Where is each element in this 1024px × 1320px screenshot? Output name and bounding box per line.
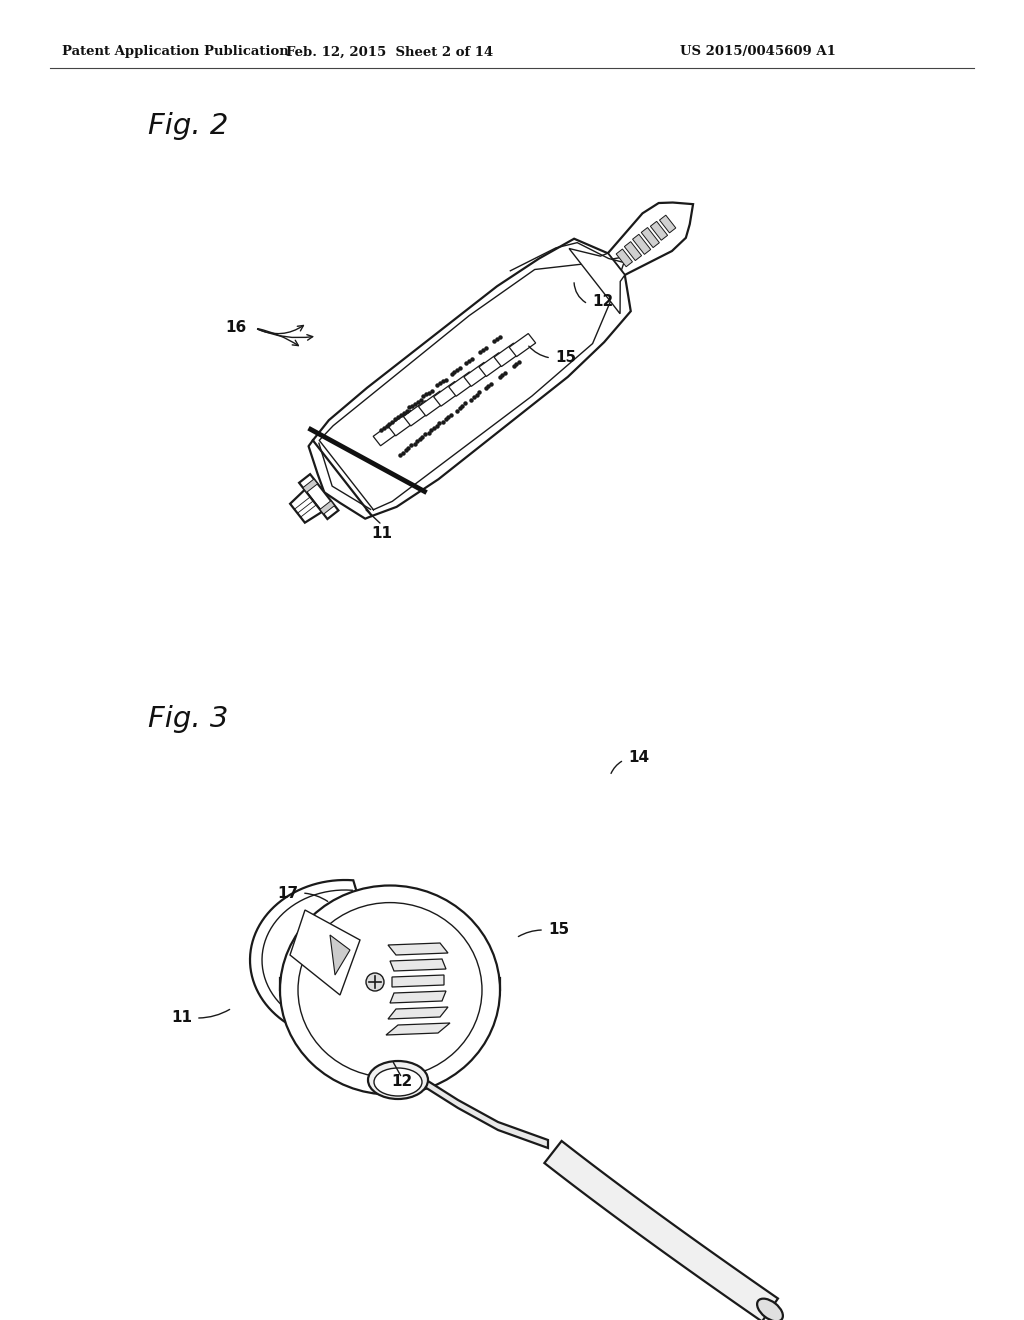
- Text: 11: 11: [372, 525, 392, 540]
- Circle shape: [366, 973, 384, 991]
- Polygon shape: [545, 1140, 778, 1320]
- Polygon shape: [420, 1076, 548, 1148]
- Polygon shape: [641, 227, 659, 248]
- Polygon shape: [633, 234, 650, 255]
- Text: Fig. 3: Fig. 3: [148, 705, 228, 733]
- Text: 16: 16: [225, 321, 247, 335]
- Text: 15: 15: [555, 351, 577, 366]
- Ellipse shape: [757, 1299, 783, 1320]
- Polygon shape: [479, 352, 506, 376]
- Polygon shape: [250, 880, 375, 1040]
- Polygon shape: [299, 474, 339, 519]
- Ellipse shape: [280, 886, 500, 1094]
- Polygon shape: [388, 1007, 449, 1019]
- Polygon shape: [303, 479, 317, 492]
- Polygon shape: [403, 401, 433, 426]
- Polygon shape: [319, 500, 335, 515]
- Ellipse shape: [374, 1068, 422, 1096]
- Text: 17: 17: [276, 886, 298, 900]
- Polygon shape: [330, 935, 350, 975]
- Polygon shape: [386, 1023, 450, 1035]
- Polygon shape: [390, 960, 446, 972]
- Polygon shape: [569, 248, 625, 314]
- Polygon shape: [608, 202, 693, 275]
- Polygon shape: [650, 222, 668, 240]
- Polygon shape: [433, 381, 462, 407]
- Text: Fig. 2: Fig. 2: [148, 112, 228, 140]
- Polygon shape: [390, 991, 446, 1003]
- Polygon shape: [388, 411, 418, 436]
- Text: US 2015/0045609 A1: US 2015/0045609 A1: [680, 45, 836, 58]
- Polygon shape: [449, 372, 477, 396]
- Text: Patent Application Publication: Patent Application Publication: [62, 45, 289, 58]
- Text: 11: 11: [171, 1011, 193, 1026]
- Polygon shape: [419, 391, 447, 416]
- Ellipse shape: [368, 1061, 428, 1100]
- Ellipse shape: [298, 903, 482, 1077]
- Polygon shape: [659, 215, 676, 232]
- Text: 15: 15: [548, 923, 569, 937]
- Polygon shape: [625, 242, 642, 260]
- Text: 12: 12: [391, 1074, 413, 1089]
- Text: Feb. 12, 2015  Sheet 2 of 14: Feb. 12, 2015 Sheet 2 of 14: [287, 45, 494, 58]
- Polygon shape: [464, 362, 492, 387]
- Polygon shape: [373, 420, 403, 446]
- Polygon shape: [290, 490, 322, 523]
- Polygon shape: [392, 975, 444, 987]
- Text: 14: 14: [628, 751, 649, 766]
- Polygon shape: [313, 239, 637, 516]
- Polygon shape: [388, 942, 449, 954]
- Polygon shape: [616, 249, 633, 267]
- Polygon shape: [290, 909, 360, 995]
- Text: 12: 12: [592, 294, 613, 309]
- Polygon shape: [509, 334, 536, 356]
- Polygon shape: [494, 343, 521, 367]
